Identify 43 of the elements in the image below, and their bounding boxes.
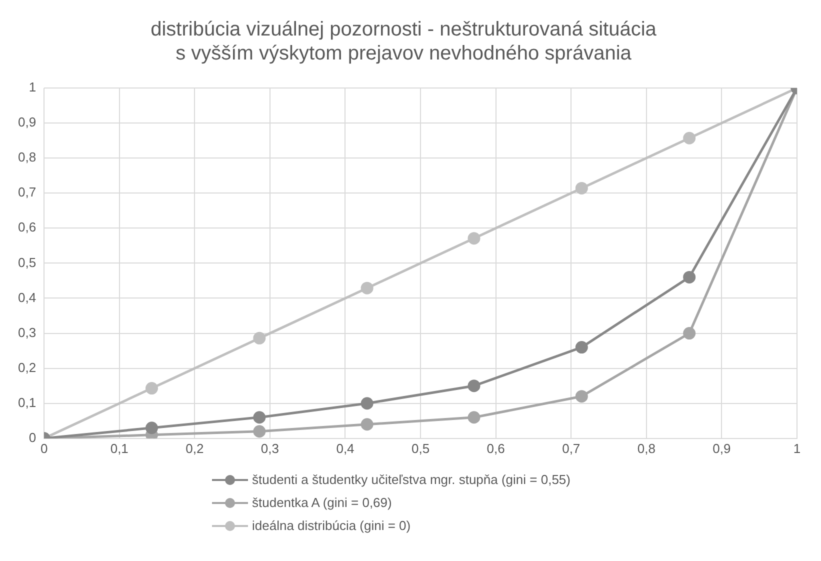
point (468, 380, 480, 392)
x-tick-label: 1 (793, 440, 801, 456)
point (468, 232, 480, 245)
y-tick-label: 0,7 (18, 184, 36, 200)
x-tick-label: 0,7 (562, 440, 580, 456)
y-tick-label: 0,6 (18, 220, 36, 235)
point (683, 270, 696, 284)
y-tick-label: 0,5 (18, 254, 36, 270)
y-tick-label: 0 (28, 430, 36, 445)
y-tick-label: 0,9 (18, 114, 36, 130)
x-tick-label: 0,6 (486, 440, 505, 456)
y-tick-label: 0,8 (18, 150, 36, 165)
point (145, 382, 158, 395)
y-tick-label: 0,2 (18, 360, 36, 375)
y-tick-label: 0,4 (18, 290, 36, 305)
x-tick-label: 0,8 (637, 440, 656, 456)
point (575, 390, 588, 403)
chart-title: distribúcia vizuálnej pozornosti - neštrukturovaná situácia s vyšším výskytom prejavov nevhodného správania (150, 18, 658, 65)
point (253, 411, 266, 424)
x-tick-label: 0,5 (411, 440, 430, 456)
x-tick-label: 0,1 (110, 440, 128, 456)
point (253, 425, 266, 438)
legend-label: študenti a študentky učiteľstva mgr. stupňa (gini = 0,55) (252, 472, 570, 487)
point (360, 418, 374, 431)
legend-label: študentka A (gini = 0,69) (252, 495, 392, 510)
x-tick-label: 0,4 (336, 440, 354, 456)
point (468, 411, 480, 424)
x-tick-label: 0,3 (260, 440, 279, 456)
point (360, 397, 374, 410)
point (683, 327, 696, 340)
point (683, 132, 696, 144)
x-tick-label: 0,9 (712, 440, 731, 456)
point (575, 182, 588, 194)
x-tick-label: 0,2 (186, 440, 204, 456)
point (360, 282, 374, 294)
point (145, 422, 158, 434)
y-tick-label: 0,3 (18, 324, 36, 340)
x-tick-label: 0 (40, 440, 48, 456)
y-tick-label: 0,1 (18, 394, 36, 410)
point (575, 341, 588, 354)
point (253, 332, 266, 344)
y-tick-label: 1 (28, 80, 36, 95)
legend-label: ideálna distribúcia (gini = 0) (252, 518, 411, 533)
